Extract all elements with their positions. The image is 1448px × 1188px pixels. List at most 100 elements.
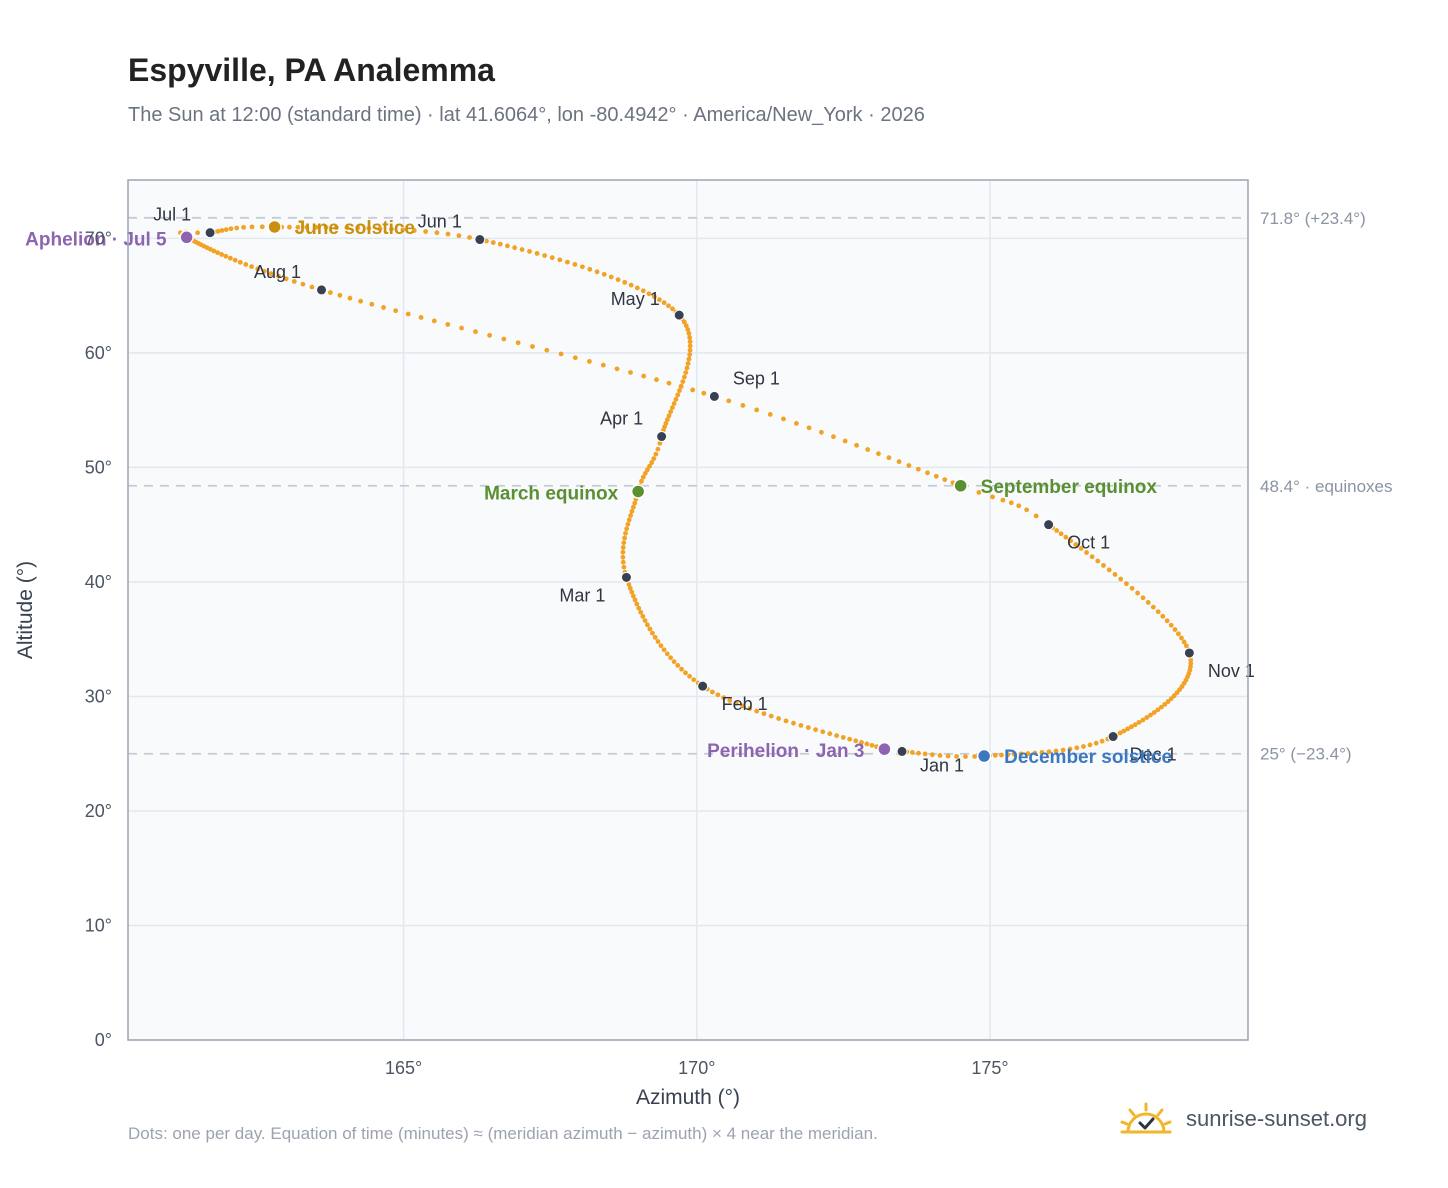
daily-sun-dot <box>805 725 811 730</box>
daily-sun-dot <box>1106 567 1112 573</box>
daily-sun-dot <box>666 413 672 419</box>
daily-sun-dot <box>1016 503 1022 509</box>
daily-sun-dot <box>834 733 840 738</box>
daily-sun-dot <box>601 271 607 277</box>
daily-sun-dot <box>456 233 462 239</box>
daily-sun-dot <box>1063 534 1069 540</box>
daily-sun-dot <box>241 224 247 230</box>
daily-sun-dot <box>798 723 804 728</box>
daily-sun-dot <box>657 297 662 303</box>
daily-sun-dot <box>864 741 870 747</box>
daily-sun-dot <box>232 257 238 263</box>
daily-sun-dot <box>1005 752 1011 758</box>
daily-sun-dot <box>1155 707 1161 713</box>
daily-sun-dot <box>283 276 289 282</box>
daily-sun-dot <box>377 226 383 231</box>
daily-sun-dot <box>1054 528 1060 533</box>
daily-sun-dot <box>640 288 646 294</box>
daily-sun-dot <box>906 463 912 468</box>
daily-sun-dot <box>869 742 875 748</box>
daily-sun-dot <box>663 420 669 426</box>
daily-sun-dot <box>615 277 621 283</box>
daily-sun-dot <box>1165 699 1171 704</box>
daily-sun-dot <box>972 754 978 759</box>
daily-sun-dot <box>1121 728 1127 734</box>
daily-sun-dot <box>684 365 690 371</box>
daily-sun-dot <box>937 753 943 758</box>
daily-sun-dot <box>687 343 693 349</box>
daily-sun-dot <box>683 370 689 375</box>
daily-sun-dot <box>1144 715 1150 720</box>
daily-sun-dot <box>333 225 339 230</box>
daily-sun-dot <box>389 226 394 232</box>
daily-sun-dot <box>990 494 995 500</box>
daily-sun-dot <box>557 257 563 263</box>
daily-sun-dot <box>1078 546 1084 551</box>
daily-sun-dot <box>423 229 429 234</box>
month-marker-dot <box>673 309 685 321</box>
daily-sun-dot <box>632 597 638 603</box>
plot-area <box>128 180 1248 1040</box>
daily-sun-dot <box>781 416 786 422</box>
daily-sun-dot <box>666 303 671 309</box>
daily-sun-dot <box>654 377 659 383</box>
daily-sun-dot <box>669 405 675 411</box>
daily-sun-dot <box>1101 563 1106 568</box>
y-tick-label: 10° <box>85 915 112 935</box>
daily-sun-dot <box>915 466 921 472</box>
daily-sun-dot <box>806 425 812 431</box>
daily-sun-dot <box>1073 542 1079 547</box>
daily-sun-dot <box>400 227 406 233</box>
y-tick-label: 70° <box>85 228 112 248</box>
daily-sun-dot <box>644 467 650 473</box>
daily-sun-dot <box>323 224 329 230</box>
daily-sun-dot <box>620 549 626 555</box>
x-tick-label: 175° <box>971 1058 1008 1078</box>
daily-sun-dot <box>405 311 411 317</box>
daily-sun-dot <box>715 692 721 698</box>
daily-sun-dot <box>587 359 592 364</box>
page-subtitle: The Sun at 12:00 (standard time) · lat 4… <box>128 104 925 126</box>
x-tick-label: 165° <box>385 1058 422 1078</box>
daily-sun-dot <box>655 639 661 644</box>
daily-sun-dot <box>630 504 636 510</box>
y-tick-label: 30° <box>85 686 112 706</box>
daily-sun-dot <box>754 708 760 714</box>
daily-sun-dot <box>219 228 225 233</box>
daily-sun-dot <box>794 420 799 426</box>
daily-sun-dot <box>309 284 315 290</box>
daily-sun-dot <box>651 456 657 462</box>
plot-frame <box>127 179 1249 1041</box>
daily-sun-dot <box>505 243 510 249</box>
daily-sun-dot <box>313 224 319 230</box>
daily-sun-dot <box>1093 740 1099 746</box>
daily-sun-dot <box>1162 701 1168 707</box>
daily-sun-dot <box>237 259 243 265</box>
daily-sun-dot <box>1132 722 1138 728</box>
daily-sun-dot <box>865 447 871 452</box>
daily-sun-dot <box>652 634 658 640</box>
event-marker-label: Perihelion · Jan 3 <box>707 741 864 762</box>
brand[interactable]: sunrise-sunset.org <box>1120 1102 1367 1136</box>
daily-sun-dot <box>859 740 864 745</box>
daily-sun-dot <box>691 677 697 683</box>
daily-sun-dot <box>670 306 675 312</box>
daily-sun-dot <box>243 261 249 267</box>
daily-sun-dot <box>818 429 824 435</box>
daily-sun-dot <box>621 564 627 570</box>
daily-sun-dot <box>1067 746 1073 752</box>
daily-sun-dot <box>664 651 670 657</box>
daily-sun-dot <box>259 224 265 230</box>
daily-sun-dot <box>686 331 692 336</box>
daily-sun-dot <box>671 401 677 406</box>
daily-sun-dot <box>685 361 691 366</box>
daily-sun-dot <box>215 228 221 234</box>
daily-sun-dot <box>544 347 550 353</box>
month-marker-dot <box>708 390 720 402</box>
daily-sun-dot <box>827 731 833 737</box>
daily-sun-dot <box>445 322 451 327</box>
daily-sun-dot <box>686 356 692 362</box>
daily-sun-dot <box>726 398 732 404</box>
daily-sun-dot <box>542 253 548 258</box>
daily-sun-dot <box>647 626 653 632</box>
